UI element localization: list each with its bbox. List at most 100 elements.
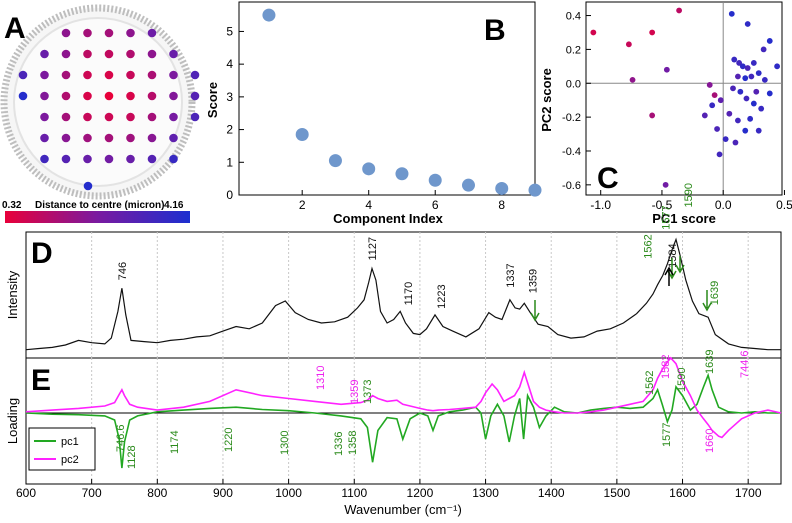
panel-e-letter: E — [31, 364, 51, 397]
peak-label: 1336 — [333, 432, 345, 456]
y-tick-label: 0.2 — [566, 44, 581, 56]
raster-dot — [104, 112, 114, 122]
y-tick-label: 1 — [226, 155, 233, 169]
data-point — [735, 73, 741, 80]
raster-dots — [18, 28, 200, 191]
data-point — [328, 154, 342, 168]
data-point — [495, 181, 509, 195]
data-point — [262, 8, 276, 22]
x-tick-label: -1.0 — [590, 198, 611, 212]
raster-dot — [61, 28, 71, 38]
raster-dot — [126, 49, 135, 59]
x-tick-label: 1400 — [538, 486, 565, 500]
raster-dot — [40, 133, 49, 143]
data-point — [676, 7, 682, 14]
peak-label: 744.6 — [739, 350, 751, 378]
x-tick-label: 1000 — [275, 486, 302, 500]
peak-label: 1300 — [279, 431, 291, 455]
peak-label: 1337 — [505, 263, 517, 287]
peak-label: 1223 — [436, 284, 448, 308]
data-point — [728, 10, 735, 17]
raster-dot — [83, 91, 92, 101]
panel-e-series — [25, 356, 782, 469]
raster-dot — [40, 49, 49, 59]
data-point — [742, 75, 749, 82]
y-tick-label: 2 — [226, 123, 233, 137]
raster-dot — [147, 91, 157, 101]
data-point — [747, 115, 754, 122]
panel-d-ylabel: Intensity — [5, 270, 20, 319]
peak-label: 1373 — [362, 380, 374, 404]
arrow-up-icon — [664, 266, 674, 286]
peak-label: 1359 — [349, 380, 361, 404]
panel-d-letter: D — [31, 237, 53, 270]
data-point — [750, 100, 757, 107]
panel-b-xlabel: Component Index — [333, 211, 444, 226]
data-point — [760, 46, 767, 53]
panel-d-peak-labels: 746 1127 1170 1223 1337 1359 1562 1577 1584 1590 1… — [117, 183, 721, 309]
data-point — [662, 181, 669, 188]
peak-label: 1174 — [169, 430, 181, 454]
x-tick-label: 6 — [432, 198, 439, 212]
panel-c-frame — [585, 1, 783, 196]
panel-e-frame — [25, 357, 782, 485]
x-tick-label: 1300 — [472, 486, 499, 500]
data-point — [590, 29, 597, 36]
data-point — [663, 66, 670, 73]
x-tick-label: 1100 — [341, 486, 367, 500]
raster-dot — [190, 70, 200, 80]
peak-label: 1562 — [643, 234, 655, 258]
data-point — [528, 183, 542, 197]
raster-dot — [126, 91, 135, 101]
panel-b-axes: 2 4 6 8 0 1 2 3 4 5 — [226, 24, 505, 212]
data-point — [730, 85, 736, 92]
x-tick-label: 800 — [147, 486, 167, 500]
data-point — [706, 82, 713, 88]
data-point — [758, 105, 765, 112]
raster-dot — [104, 91, 114, 101]
raster-dot — [83, 112, 92, 122]
peak-label: 746 — [117, 262, 129, 280]
panel-d-arrows — [530, 256, 712, 322]
data-point — [295, 127, 309, 141]
data-point — [737, 88, 744, 95]
data-point — [428, 173, 442, 187]
panel-d-e: 746 1127 1170 1223 1337 1359 1562 1577 1584 1590 1… — [5, 183, 782, 517]
data-point — [744, 21, 751, 27]
data-point — [732, 139, 739, 146]
data-point — [739, 63, 746, 70]
data-point — [709, 102, 716, 109]
data-point — [722, 136, 729, 143]
y-tick-label: -0.4 — [562, 146, 581, 158]
x-tick-label: 1500 — [604, 486, 631, 500]
raster-dot — [104, 133, 114, 143]
raster-dot — [61, 49, 71, 59]
panel-d-gridlines — [91, 232, 749, 358]
raster-dot — [83, 28, 92, 38]
raster-dot — [190, 91, 200, 101]
raster-dot — [40, 91, 49, 101]
y-tick-label: -0.2 — [562, 112, 581, 124]
peak-label: 1582 — [660, 355, 672, 379]
panel-c-axes: -1.0 -0.5 0.0 0.5 -0.6 -0.4 -0.2 0.0 0.2 0.4 — [562, 2, 792, 212]
raster-dot — [126, 112, 135, 122]
raster-dot — [83, 70, 92, 80]
data-point — [395, 167, 409, 181]
peak-label: 1584 — [667, 243, 679, 267]
raster-dot — [40, 70, 49, 80]
x-tick-label: 1200 — [407, 486, 434, 500]
peak-label: 1562 — [644, 371, 656, 395]
panel-c-letter: C — [597, 162, 619, 195]
raster-dot — [169, 133, 178, 143]
data-point — [748, 73, 755, 80]
data-point — [742, 127, 749, 134]
data-point — [701, 112, 708, 119]
peak-label: 1127 — [367, 237, 379, 261]
y-tick-label: 4 — [226, 57, 233, 71]
raster-dot — [126, 70, 135, 80]
legend-pc1-label: pc1 — [61, 436, 79, 448]
raster-dot — [83, 133, 92, 143]
peak-label: 1128 — [126, 445, 138, 469]
raster-dot — [190, 112, 200, 122]
